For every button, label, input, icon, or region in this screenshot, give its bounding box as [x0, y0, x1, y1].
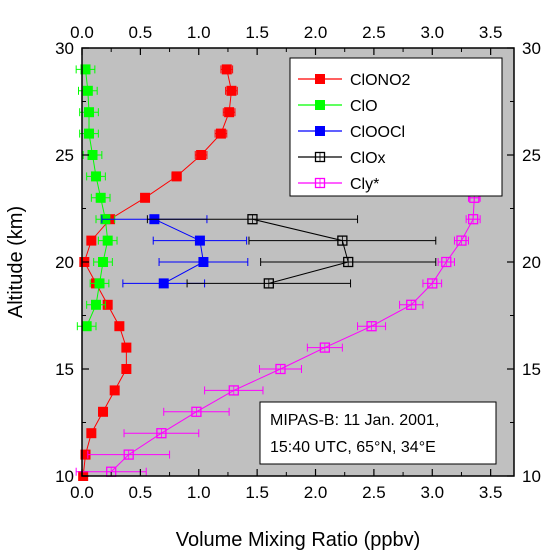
legend-item-cly: Cly*	[298, 176, 379, 193]
point-clo	[87, 150, 98, 160]
series-clox	[146, 214, 437, 289]
point-clo	[84, 128, 95, 139]
point-clono2	[98, 406, 109, 417]
point-clo	[95, 192, 106, 203]
legend-label-cly: Cly*	[350, 176, 379, 193]
point-clo	[80, 64, 91, 75]
point-cloocl	[158, 278, 169, 289]
x-tick-label-top: 2.5	[362, 23, 386, 42]
y-tick-label-right: 25	[522, 146, 541, 165]
point-clono2	[196, 150, 207, 160]
x-tick-label-bottom: 3.0	[420, 483, 444, 502]
annotation: MIPAS-B: 11 Jan. 2001, 15:40 UTC, 65°N, …	[259, 401, 497, 465]
x-tick-label-top: 0.0	[70, 23, 94, 42]
x-tick-label-bottom: 3.5	[479, 483, 503, 502]
axes-layer: 0.0 0.0 0.5 0.5 1.0 1.0 1.5 1.5 2.0 2.0 2.5 2.5 3.0 3…	[55, 23, 541, 502]
legend-item-clo: ClO	[298, 98, 378, 115]
legend-marker-cloocl	[315, 126, 325, 136]
legend-item-clox: ClOx	[298, 150, 386, 167]
y-tick-label-left: 20	[55, 253, 74, 272]
point-clo	[98, 257, 109, 267]
y-tick-label-left: 25	[55, 146, 74, 165]
point-clono2	[226, 85, 237, 96]
y-tick-label-left: 30	[55, 39, 74, 58]
point-clono2	[86, 428, 97, 439]
x-tick-label-bottom: 2.5	[362, 483, 386, 502]
x-tick-label-bottom: 0.5	[129, 483, 153, 502]
x-axis-label: Volume Mixing Ratio (ppbv)	[176, 529, 421, 551]
y-tick-label-right: 30	[522, 39, 541, 58]
x-tick-label-top: 3.5	[479, 23, 503, 42]
point-clono2	[86, 235, 97, 246]
x-tick-label-bottom: 1.0	[187, 483, 211, 502]
point-clo	[94, 278, 105, 289]
point-cloocl	[198, 257, 209, 267]
point-clono2	[121, 364, 132, 374]
y-tick-label-left: 10	[55, 467, 74, 486]
point-clo	[82, 85, 93, 96]
y-tick-label-left: 15	[55, 360, 74, 379]
series-line-clox	[252, 218, 349, 284]
point-clono2	[215, 128, 226, 139]
x-tick-label-bottom: 2.0	[304, 483, 328, 502]
x-tick-label-bottom: 1.5	[245, 483, 269, 502]
annotation-line-2: 15:40 UTC, 65°N, 34°E	[270, 439, 436, 456]
point-clo	[91, 171, 102, 182]
point-clono2	[171, 171, 182, 182]
point-clo	[81, 321, 92, 332]
x-tick-label-bottom: 0.0	[70, 483, 94, 502]
y-tick-label-right: 10	[522, 467, 541, 486]
y-tick-label-right: 15	[522, 360, 541, 379]
point-clono2	[140, 192, 151, 203]
legend-marker-clo	[315, 100, 325, 110]
point-clo	[102, 235, 113, 246]
point-clono2	[121, 342, 132, 353]
x-tick-label-top: 1.0	[187, 23, 211, 42]
legend-label-cloocl: ClOOCl	[350, 124, 405, 141]
series-line-cloocl	[154, 218, 204, 284]
point-clo	[84, 107, 95, 118]
series-clo	[75, 64, 118, 332]
legend-label-clo: ClO	[350, 98, 378, 115]
point-clono2	[109, 385, 120, 396]
x-tick-label-top: 1.5	[245, 23, 269, 42]
legend-box	[289, 57, 503, 197]
legend-item-clono2: ClONO2	[298, 72, 411, 89]
x-tick-label-top: 2.0	[304, 23, 328, 42]
annotation-box	[259, 401, 497, 465]
y-axis-label: Altitude (km)	[5, 206, 27, 318]
legend-item-cloocl: ClOOCl	[298, 124, 405, 141]
point-clono2	[224, 107, 235, 118]
legend-label-clono2: ClONO2	[350, 72, 411, 89]
legend-label-clox: ClOx	[350, 150, 386, 167]
annotation-line-1: MIPAS-B: 11 Jan. 2001,	[270, 412, 439, 429]
y-tick-label-right: 20	[522, 253, 541, 272]
plot-frame	[81, 47, 515, 477]
point-clo	[91, 299, 102, 310]
point-cloocl	[194, 235, 205, 246]
point-clono2	[221, 64, 232, 75]
legend-marker-clono2	[315, 74, 325, 84]
legend: ClONO2 ClO ClOOCl ClOx Cly*	[289, 57, 503, 197]
x-tick-label-top: 0.5	[129, 23, 153, 42]
point-clono2	[114, 321, 125, 332]
x-tick-label-top: 3.0	[420, 23, 444, 42]
